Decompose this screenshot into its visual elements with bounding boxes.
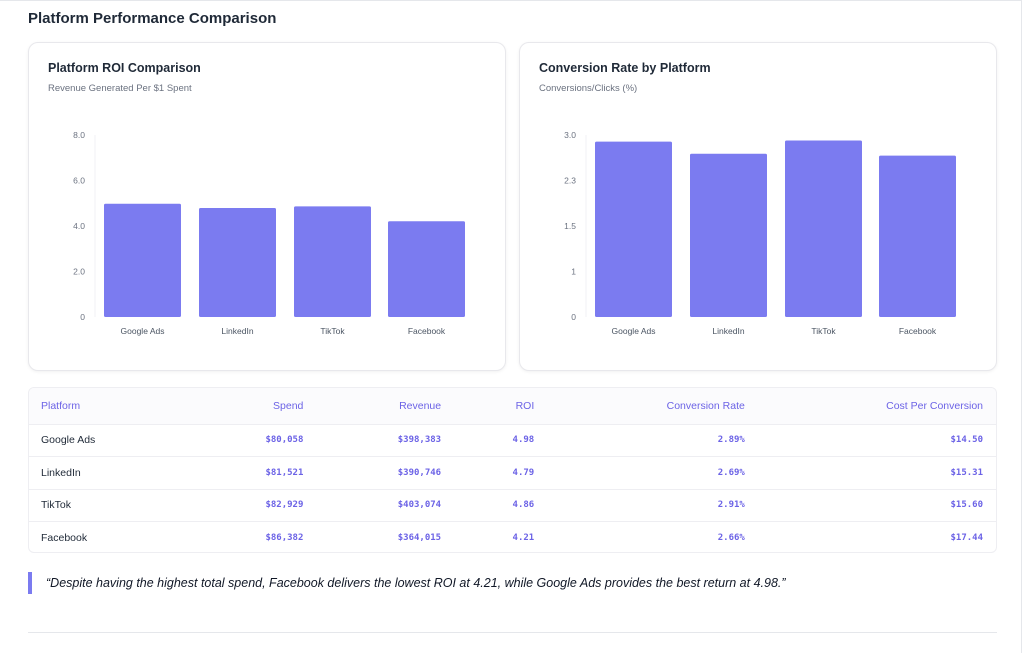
x-category-label: Google Ads <box>121 326 165 336</box>
header-roi[interactable]: ROI <box>441 388 535 425</box>
cell-roi: 4.86 <box>441 489 535 522</box>
x-category-label: LinkedIn <box>712 326 744 336</box>
table-row: Google Ads $80,058 $398,383 4.98 2.89% $… <box>29 424 996 457</box>
x-category-label: Facebook <box>899 326 937 336</box>
x-category-label: LinkedIn <box>221 326 253 336</box>
cell-conversion-rate: 2.69% <box>534 456 745 490</box>
bar-google-ads[interactable] <box>595 141 672 317</box>
y-tick-label: 2.3 <box>564 176 576 186</box>
platform-metrics-table: Platform Spend Revenue ROI Conversion Ra… <box>28 387 997 553</box>
y-tick-label: 1 <box>571 267 576 277</box>
cell-revenue: $390,746 <box>303 456 442 490</box>
table-row: TikTok $82,929 $403,074 4.86 2.91% $15.6… <box>29 489 996 522</box>
cell-platform: LinkedIn <box>29 456 121 490</box>
conversion-chart-card: Conversion Rate by Platform Conversions/… <box>519 42 997 371</box>
roi-chart-subtitle: Revenue Generated Per $1 Spent <box>48 83 192 94</box>
cell-cost-per-conversion: $15.60 <box>744 489 996 522</box>
bar-tiktok[interactable] <box>294 206 371 317</box>
y-tick-label: 3.0 <box>564 130 576 140</box>
cell-cost-per-conversion: $15.31 <box>744 456 996 490</box>
cell-revenue: $403,074 <box>303 489 442 522</box>
bar-facebook[interactable] <box>879 155 956 317</box>
roi-chart-title: Platform ROI Comparison <box>48 61 201 75</box>
header-revenue[interactable]: Revenue <box>303 388 442 425</box>
y-tick-label: 0 <box>571 312 576 322</box>
header-conversion-rate[interactable]: Conversion Rate <box>534 388 745 425</box>
table-row: Facebook $86,382 $364,015 4.21 2.66% $17… <box>29 522 996 553</box>
header-spend[interactable]: Spend <box>120 388 304 425</box>
conversion-chart-subtitle: Conversions/Clicks (%) <box>539 83 638 94</box>
bar-tiktok[interactable] <box>785 140 862 317</box>
y-tick-label: 0 <box>80 312 85 322</box>
cell-platform: Facebook <box>41 532 88 544</box>
page-title: Platform Performance Comparison <box>28 10 277 27</box>
bar-facebook[interactable] <box>388 221 465 317</box>
insight-quote: “Despite having the highest total spend,… <box>28 572 786 594</box>
cell-roi: 4.98 <box>441 424 535 457</box>
bottom-divider <box>28 632 997 633</box>
cell-spend: $86,382 <box>265 533 304 543</box>
cell-spend: $80,058 <box>120 424 304 457</box>
cell-roi: 4.79 <box>441 456 535 490</box>
x-category-label: Google Ads <box>612 326 656 336</box>
table-row: LinkedIn $81,521 $390,746 4.79 2.69% $15… <box>29 456 996 490</box>
roi-chart-card: Platform ROI Comparison Revenue Generate… <box>28 42 506 371</box>
cell-spend: $81,521 <box>120 456 304 490</box>
cell-conversion-rate: 2.66% <box>717 533 745 543</box>
cell-platform: TikTok <box>29 489 121 522</box>
bar-linkedin[interactable] <box>690 153 767 317</box>
y-tick-label: 2.0 <box>73 267 85 277</box>
cell-revenue: $398,383 <box>303 424 442 457</box>
cell-cost-per-conversion: $17.44 <box>950 533 983 543</box>
roi-bar-chart: 0 2.0 4.0 6.0 8.0 Google Ads LinkedIn TikTok Fac… <box>73 130 465 336</box>
x-category-label: TikTok <box>811 326 836 336</box>
conversion-bar-chart: 0 1 1.5 2.3 3.0 Google Ads LinkedIn TikTok Faceb… <box>564 130 956 336</box>
header-cost-per-conversion[interactable]: Cost Per Conversion <box>744 388 996 425</box>
cell-roi: 4.21 <box>512 533 535 543</box>
cell-spend: $82,929 <box>120 489 304 522</box>
header-platform[interactable]: Platform <box>29 388 121 425</box>
conversion-chart-title: Conversion Rate by Platform <box>539 61 711 75</box>
cell-cost-per-conversion: $14.50 <box>744 424 996 457</box>
x-category-label: TikTok <box>320 326 345 336</box>
y-tick-label: 6.0 <box>73 176 85 186</box>
y-tick-label: 8.0 <box>73 130 85 140</box>
bar-linkedin[interactable] <box>199 208 276 317</box>
x-category-label: Facebook <box>408 326 446 336</box>
cell-platform: Google Ads <box>29 424 121 457</box>
bar-google-ads[interactable] <box>104 203 181 317</box>
cell-conversion-rate: 2.91% <box>534 489 745 522</box>
cell-revenue: $364,015 <box>397 533 442 543</box>
y-tick-label: 1.5 <box>564 221 576 231</box>
cell-conversion-rate: 2.89% <box>534 424 745 457</box>
table-header-row: Platform Spend Revenue ROI Conversion Ra… <box>29 388 996 425</box>
y-tick-label: 4.0 <box>73 221 85 231</box>
